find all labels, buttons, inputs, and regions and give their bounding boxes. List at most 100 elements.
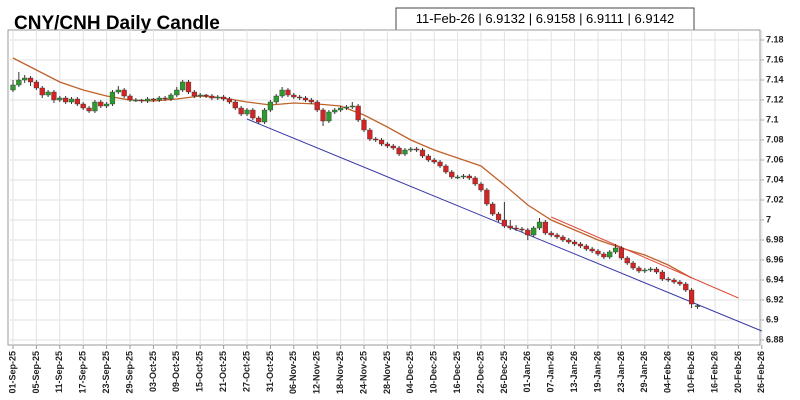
candle-body	[98, 101, 104, 107]
candle-body	[16, 79, 22, 86]
candle-body	[220, 96, 227, 100]
candle-body	[185, 81, 192, 93]
y-tick-label: 7.18	[766, 34, 784, 44]
candle-body	[308, 99, 314, 103]
candle-body	[367, 129, 373, 140]
candle-body	[74, 98, 80, 105]
candle-body	[408, 148, 414, 151]
candle-body	[373, 138, 379, 141]
candle-body	[162, 97, 168, 100]
x-tick-label: 29-Sep-25	[124, 351, 134, 394]
moving-average	[12, 57, 692, 279]
y-tick-label: 7.14	[766, 74, 784, 84]
candle-body	[180, 81, 186, 91]
candle-body	[332, 109, 338, 113]
y-tick-label: 7.08	[766, 134, 784, 144]
y-tick-label: 6.88	[766, 334, 784, 344]
x-tick-label: 17-Sep-25	[78, 351, 88, 394]
candle-body	[203, 94, 209, 97]
candle-body	[320, 109, 326, 122]
candle-body	[57, 97, 63, 101]
candle-body	[390, 145, 396, 149]
candle-body	[677, 281, 683, 285]
candle-body	[191, 91, 197, 97]
candle-body	[326, 111, 332, 122]
x-tick-label: 21-Oct-25	[218, 351, 228, 392]
candle-body	[133, 99, 139, 102]
candle-body	[601, 253, 607, 258]
candle-body	[302, 97, 309, 101]
candle-body	[63, 97, 69, 103]
candle-body	[232, 101, 238, 109]
candle-body	[27, 77, 34, 83]
y-tick-label: 6.94	[766, 274, 784, 284]
candle-body	[103, 103, 110, 107]
candle-body	[68, 98, 75, 103]
candle-body	[109, 91, 116, 105]
candle-body	[261, 109, 268, 123]
candle-body	[484, 189, 490, 205]
y-tick-label: 7.06	[766, 154, 784, 164]
candle-body	[607, 251, 613, 258]
candle-body	[636, 267, 642, 272]
candle-body	[689, 289, 695, 305]
candle-body	[577, 243, 584, 247]
x-tick-label: 22-Dec-25	[475, 351, 485, 394]
candle-body	[86, 107, 92, 112]
candle-body	[478, 183, 484, 191]
candle-body	[80, 103, 86, 109]
candle-body	[115, 89, 121, 93]
y-tick-label: 7.04	[766, 174, 784, 184]
candle-body	[361, 119, 367, 131]
candle-body	[378, 139, 385, 145]
candle-body	[449, 171, 455, 178]
y-tick-label: 6.92	[766, 294, 784, 304]
y-tick-label: 6.9	[766, 314, 779, 324]
candle-body	[250, 109, 256, 119]
candle-body	[554, 234, 560, 238]
x-tick-label: 05-Sep-25	[31, 351, 41, 394]
candle-body	[419, 149, 426, 157]
candle-body	[338, 107, 344, 111]
y-tick-label: 7	[766, 214, 771, 224]
candle-body	[642, 269, 648, 272]
candle-body	[267, 101, 274, 111]
candle-body	[507, 225, 513, 229]
candle-body	[215, 96, 221, 99]
candle-body	[168, 94, 174, 100]
candle-body	[92, 101, 98, 112]
candle-body	[490, 203, 496, 215]
candle-body	[460, 175, 467, 178]
candle-body	[624, 257, 630, 264]
candle-body	[665, 278, 671, 281]
candle-body	[121, 89, 127, 97]
x-tick-label: 31-Oct-25	[265, 351, 275, 392]
trend-line	[551, 216, 739, 299]
x-tick-label: 10-Feb-26	[686, 351, 696, 393]
candle-body	[566, 239, 572, 243]
candle-body	[238, 107, 244, 115]
candle-body	[443, 165, 449, 173]
candle-body	[402, 149, 408, 155]
candle-body	[297, 96, 303, 99]
candle-body	[431, 159, 437, 163]
candle-body	[531, 227, 537, 236]
x-tick-label: 28-Nov-25	[382, 351, 392, 394]
x-tick-label: 12-Nov-25	[312, 351, 322, 394]
x-tick-label: 01-Jan-26	[522, 351, 532, 393]
candle-body	[572, 241, 578, 245]
x-tick-label: 16-Feb-26	[709, 351, 719, 393]
candle-body	[542, 221, 548, 234]
candle-body	[694, 305, 701, 307]
candle-body	[209, 95, 215, 99]
candle-body	[139, 99, 145, 102]
y-tick-label: 7.16	[766, 54, 784, 64]
candle-body	[618, 247, 625, 259]
x-tick-label: 20-Feb-26	[733, 351, 743, 393]
x-tick-label: 26-Feb-26	[756, 351, 766, 393]
candle-body	[226, 98, 233, 103]
candle-body	[648, 268, 654, 271]
candle-body	[589, 248, 595, 252]
candle-body	[466, 175, 472, 179]
candle-body	[51, 91, 57, 101]
